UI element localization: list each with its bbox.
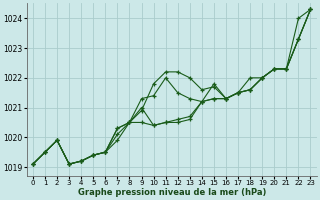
X-axis label: Graphe pression niveau de la mer (hPa): Graphe pression niveau de la mer (hPa) [77, 188, 266, 197]
